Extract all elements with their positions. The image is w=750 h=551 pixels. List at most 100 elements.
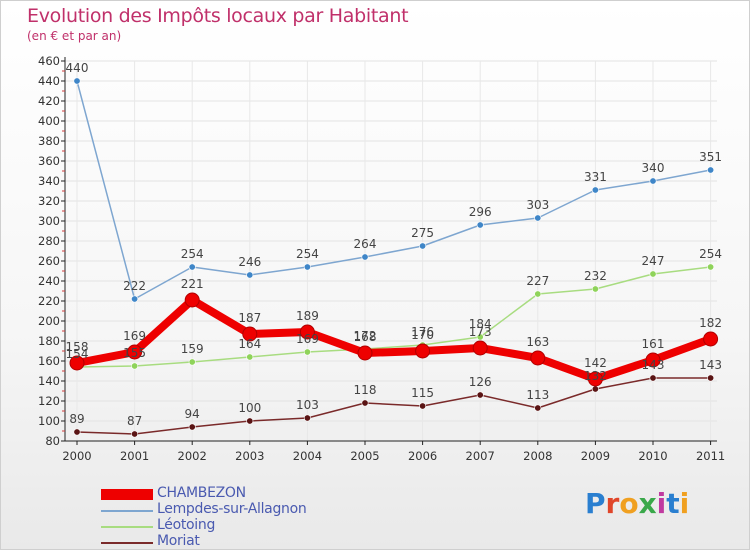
data-point-moriat [591,385,599,393]
x-tick-label: 2002 [178,449,207,463]
data-label-lempdes-sur-allagnon: 296 [469,205,492,219]
proxiti-logo: Proxiti [585,487,689,520]
data-label-chambezon: 168 [354,330,377,344]
y-tick-label: 140 [38,374,60,388]
data-point-moriat [476,391,484,399]
data-label-l-otoing: 254 [699,247,722,261]
y-tick-label: 100 [38,414,60,428]
data-label-moriat: 143 [699,358,722,372]
series-line-chambezon [73,296,715,383]
y-tick-label: 400 [38,114,60,128]
data-label-lempdes-sur-allagnon: 222 [123,279,146,293]
data-label-moriat: 103 [296,398,319,412]
data-point-chambezon [184,292,200,308]
data-label-l-otoing: 184 [469,317,492,331]
data-point-chambezon [472,340,488,356]
y-tick-label: 440 [38,74,60,88]
data-label-moriat: 118 [354,383,377,397]
data-point-l-otoing [649,270,657,278]
data-point-moriat [361,399,369,407]
data-label-lempdes-sur-allagnon: 331 [584,170,607,184]
data-point-moriat [303,414,311,422]
data-label-lempdes-sur-allagnon: 351 [699,150,722,164]
data-point-lempdes-sur-allagnon [246,271,254,279]
data-point-lempdes-sur-allagnon [534,214,542,222]
data-point-l-otoing [476,333,484,341]
x-tick-label: 2009 [581,449,610,463]
data-point-lempdes-sur-allagnon [361,253,369,261]
y-tick-label: 180 [38,334,60,348]
data-label-moriat: 132 [584,369,607,383]
data-label-moriat: 143 [642,358,665,372]
series-line-lempdes-sur-allagnon [76,80,712,300]
data-label-chambezon: 187 [238,311,261,325]
data-label-moriat: 89 [69,412,84,426]
y-tick-label: 360 [38,154,60,168]
x-tick-label: 2008 [523,449,552,463]
data-label-chambezon: 161 [642,337,665,351]
data-point-lempdes-sur-allagnon [131,295,139,303]
x-tick-label: 2011 [696,449,725,463]
data-label-chambezon: 189 [296,309,319,323]
legend-label-chambezon: CHAMBEZON [157,485,246,501]
data-label-l-otoing: 159 [181,342,204,356]
data-point-l-otoing [591,285,599,293]
data-point-l-otoing [246,353,254,361]
data-label-lempdes-sur-allagnon: 275 [411,226,434,240]
data-point-moriat [73,428,81,436]
data-label-l-otoing: 172 [354,329,377,343]
y-tick-label: 160 [38,354,60,368]
data-point-l-otoing [303,348,311,356]
logo-letter: o [619,487,639,520]
legend-label-lempdes: Lempdes-sur-Allagnon [157,501,307,517]
logo-letter: r [605,487,620,520]
data-label-chambezon: 221 [181,277,204,291]
data-label-lempdes-sur-allagnon: 246 [238,255,261,269]
data-point-moriat [131,430,139,438]
y-tick-label: 320 [38,194,60,208]
data-label-l-otoing: 154 [66,347,89,361]
data-point-l-otoing [707,263,715,271]
logo-letter: x [638,487,657,520]
legend-swatch-leotoing [101,526,153,528]
data-label-lempdes-sur-allagnon: 254 [296,247,319,261]
x-tick-label: 2004 [293,449,322,463]
legend-label-leotoing: Léotoing [157,517,216,533]
logo-letter: i [656,487,667,520]
data-label-chambezon: 169 [123,329,146,343]
data-point-chambezon [587,371,603,387]
y-tick-label: 340 [38,174,60,188]
legend-swatch-lempdes [101,510,153,512]
y-tick-label: 80 [45,434,60,448]
x-tick-label: 2005 [350,449,379,463]
data-label-chambezon: 173 [469,325,492,339]
x-tick-label: 2007 [466,449,495,463]
data-point-moriat [419,402,427,410]
data-label-lempdes-sur-allagnon: 303 [526,198,549,212]
y-tick-label: 280 [38,234,60,248]
logo-letter: t [666,487,680,520]
series-line-moriat [76,377,712,435]
y-tick-label: 300 [38,214,60,228]
data-label-lempdes-sur-allagnon: 264 [354,237,377,251]
y-tick-label: 420 [38,94,60,108]
data-label-l-otoing: 169 [296,332,319,346]
data-label-moriat: 94 [185,407,200,421]
data-point-l-otoing [188,358,196,366]
logo-letter: P [585,487,606,520]
data-label-chambezon: 142 [584,356,607,370]
data-label-l-otoing: 232 [584,269,607,283]
data-point-moriat [534,404,542,412]
data-label-l-otoing: 227 [526,274,549,288]
data-label-chambezon: 182 [699,316,722,330]
x-tick-label: 2010 [638,449,667,463]
data-label-l-otoing: 176 [411,325,434,339]
x-tick-label: 2006 [408,449,437,463]
y-tick-label: 260 [38,254,60,268]
data-point-moriat [188,423,196,431]
data-point-lempdes-sur-allagnon [649,177,657,185]
data-label-moriat: 100 [238,401,261,415]
y-tick-label: 240 [38,274,60,288]
data-label-moriat: 87 [127,414,142,428]
